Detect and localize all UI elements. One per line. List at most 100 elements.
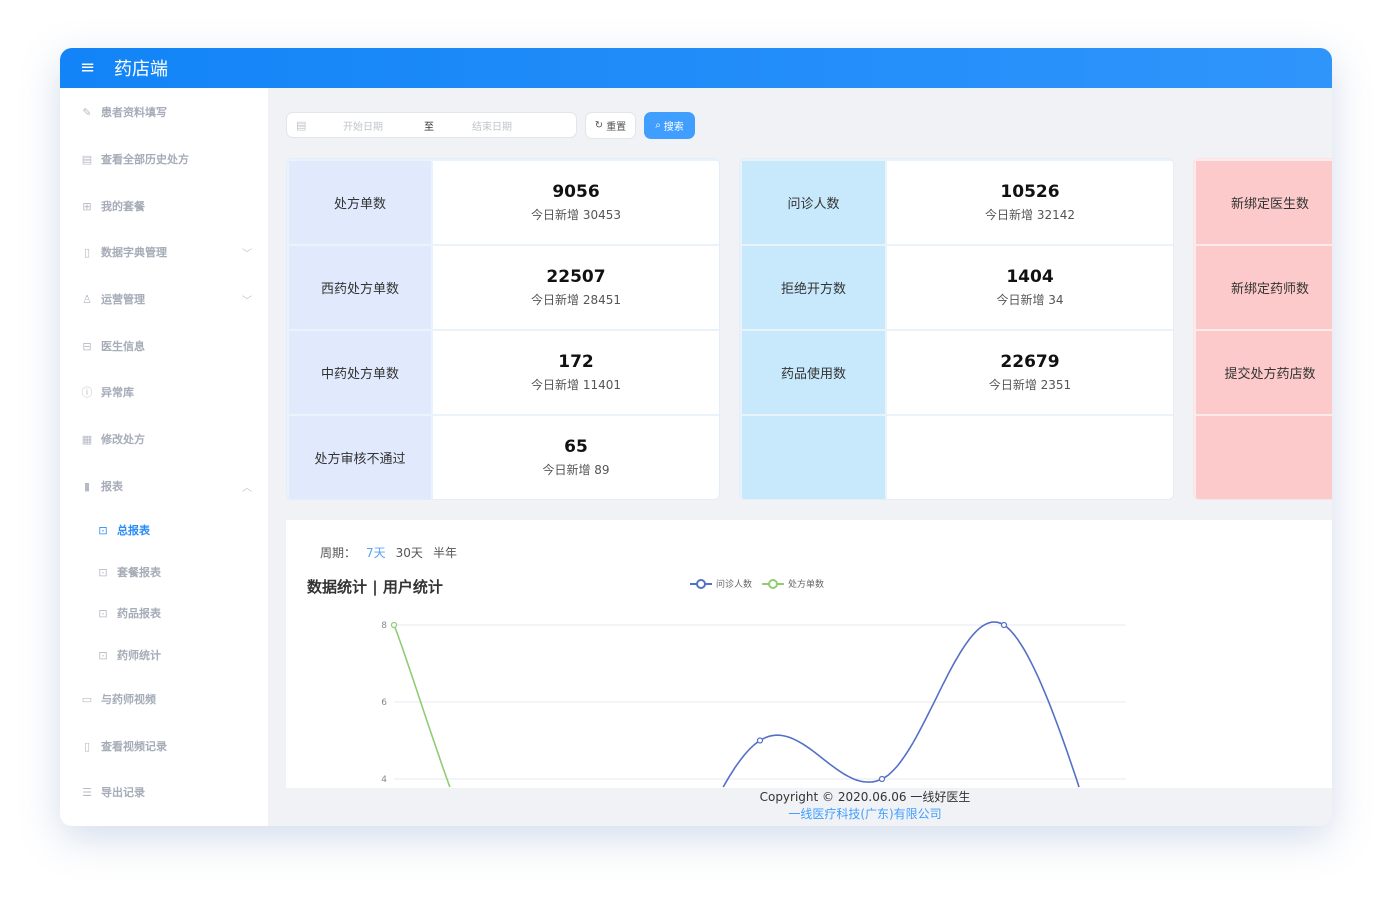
stat-value-cell: 10526 今日新增 32142 <box>887 161 1173 244</box>
sidebar-item[interactable]: ⊡ 套餐报表 <box>96 562 268 582</box>
period-label: 周期： <box>320 546 357 560</box>
app-window: ≡ 药店端 ✎ 患者资料填写 ▤ 查看全部历史处方 ⊞ 我的套餐 ▯ 数据字典管理 ﹀ ♙ 运营管理… <box>60 48 1332 826</box>
sidebar-item[interactable]: ▭ 与药师视频 <box>80 689 252 709</box>
stat-label: 处方单数 <box>289 161 431 244</box>
company-link[interactable]: 一线医疗科技(广东)有限公司 <box>788 807 942 821</box>
period-half-year[interactable]: 半年 <box>432 546 457 560</box>
search-icon: ⌕ <box>655 120 661 131</box>
stat-value: 22507 <box>546 267 606 287</box>
sidebar-item-label: 数据字典管理 <box>101 246 167 259</box>
footer: Copyright © 2020.06.06 一线好医生 一线医疗科技(广东)有… <box>268 790 1332 822</box>
date-range-picker[interactable]: ▤ 开始日期 至 结束日期 <box>286 112 577 138</box>
stat-value-cell: 65 今日新增 89 <box>433 416 719 499</box>
stat-value-cell: 1404 今日新增 34 <box>887 246 1173 329</box>
period-30d[interactable]: 30天 <box>395 546 423 560</box>
sidebar-item[interactable]: ▦ 修改处方 <box>80 429 252 449</box>
stat-value: 172 <box>558 352 594 372</box>
stats-group-bindings: 新绑定医生数 新绑定药师数 提交处方药店数 <box>1193 158 1332 500</box>
sidebar-item-label: 查看视频记录 <box>101 740 167 753</box>
sidebar-item-label: 运营管理 <box>101 293 145 306</box>
sidebar-item-label: 查看全部历史处方 <box>101 153 189 166</box>
sidebar-item[interactable]: ⓘ 异常库 <box>80 382 252 402</box>
stat-label: 药品使用数 <box>742 331 885 414</box>
sidebar-item-label: 药师统计 <box>117 649 161 662</box>
legend-marker-icon <box>762 578 785 589</box>
book-icon: ▯ <box>83 739 91 753</box>
stats-group-consultations: 问诊人数 10526 今日新增 32142 拒绝开方数 1404 今日新增 34 药品使用数… <box>739 158 1174 500</box>
series-line <box>722 621 1080 788</box>
refresh-icon: ↻ <box>594 120 604 131</box>
reset-label: 重置 <box>606 122 627 133</box>
calendar-icon: ▤ <box>296 118 307 132</box>
stat-today: 今日新增 34 <box>996 293 1064 307</box>
period-selector: 周期： 7天 30天 半年 <box>320 544 457 561</box>
sidebar-item-label: 我的套餐 <box>101 200 145 213</box>
sidebar-item[interactable]: ▯ 查看视频记录 <box>80 736 252 756</box>
data-point <box>1000 621 1008 629</box>
sidebar-item[interactable]: ⊡ 药品报表 <box>96 603 268 623</box>
bar-chart-icon: ▮ <box>83 479 91 493</box>
presentation-icon: ⊡ <box>98 523 108 537</box>
sidebar: ✎ 患者资料填写 ▤ 查看全部历史处方 ⊞ 我的套餐 ▯ 数据字典管理 ﹀ ♙ 运营管理 ﹀ ⊟ 医生信息… <box>60 88 268 826</box>
stat-today: 今日新增 11401 <box>531 378 621 392</box>
reset-button[interactable]: ↻ 重置 <box>585 112 636 139</box>
sidebar-item[interactable]: ▤ 查看全部历史处方 <box>80 149 252 169</box>
stat-value-cell: 22507 今日新增 28451 <box>433 246 719 329</box>
search-label: 搜索 <box>663 122 684 133</box>
sidebar-item-label: 与药师视频 <box>101 693 156 706</box>
line-chart: 4 6 8 <box>381 621 1126 788</box>
data-point <box>756 737 764 744</box>
legend-marker-icon <box>690 578 712 589</box>
period-7d[interactable]: 7天 <box>366 546 386 560</box>
presentation-icon: ⊡ <box>98 648 108 662</box>
hamburger-icon[interactable]: ≡ <box>80 57 96 78</box>
sidebar-item-label: 患者资料填写 <box>101 106 167 119</box>
sidebar-item-label: 医生信息 <box>101 340 145 353</box>
stat-value-cell: 22679 今日新增 2351 <box>887 331 1173 414</box>
stat-today: 今日新增 32142 <box>985 208 1075 222</box>
stat-label: 新绑定医生数 <box>1196 161 1332 244</box>
legend-item[interactable]: 处方单数 <box>762 577 824 590</box>
legend-label: 问诊人数 <box>716 580 753 590</box>
sidebar-item[interactable]: ⊞ 我的套餐 <box>80 196 252 216</box>
y-tick-label: 6 <box>381 698 387 708</box>
sidebar-item-label: 异常库 <box>101 386 134 399</box>
main-content: ▤ 开始日期 至 结束日期 ↻ 重置 ⌕ 搜索 处方单数 9056 今日新增 30453… <box>268 88 1332 826</box>
sidebar-item-label: 总报表 <box>117 524 150 537</box>
chevron-up-icon: ︿ <box>242 482 252 494</box>
presentation-icon: ⊡ <box>98 606 108 620</box>
end-date-input[interactable]: 结束日期 <box>472 121 512 133</box>
stat-today: 今日新增 2351 <box>988 378 1072 392</box>
series-line <box>393 624 451 788</box>
stat-value: 10526 <box>1000 182 1060 202</box>
stat-label <box>742 416 885 499</box>
top-header: ≡ 药店端 <box>60 48 1332 88</box>
sidebar-item[interactable]: ✎ 患者资料填写 <box>80 102 252 122</box>
stat-value-cell: 9056 今日新增 30453 <box>433 161 719 244</box>
sidebar-item[interactable]: ☰ 导出记录 <box>80 782 252 802</box>
y-tick-label: 4 <box>381 775 387 785</box>
stat-value: 65 <box>564 437 588 457</box>
stat-today: 今日新增 89 <box>542 463 610 477</box>
stat-today: 今日新增 28451 <box>531 293 621 307</box>
calendar-icon: ▤ <box>81 152 93 166</box>
book-icon: ▯ <box>83 245 91 259</box>
chart-title: 数据统计 | 用户统计 <box>307 578 443 596</box>
sidebar-item[interactable]: ⊟ 医生信息 <box>80 336 252 356</box>
legend-item[interactable]: 问诊人数 <box>690 577 752 590</box>
start-date-input[interactable]: 开始日期 <box>343 121 383 133</box>
sidebar-item[interactable]: ♙ 运营管理 ﹀ <box>80 289 252 309</box>
sidebar-item[interactable]: ▮ 报表 ︿ <box>80 476 252 496</box>
stat-value-cell: 172 今日新增 11401 <box>433 331 719 414</box>
search-button[interactable]: ⌕ 搜索 <box>644 112 695 139</box>
data-point <box>390 621 398 629</box>
date-separator: 至 <box>424 121 434 133</box>
stat-value: 22679 <box>1000 352 1060 372</box>
chart-legend: 问诊人数 处方单数 <box>690 577 824 590</box>
stats-group-prescriptions: 处方单数 9056 今日新增 30453 西药处方单数 22507 今日新增 28451 中… <box>286 158 720 500</box>
sidebar-item[interactable]: ⊡ 药师统计 <box>96 645 268 665</box>
sidebar-item[interactable]: ▯ 数据字典管理 ﹀ <box>80 242 252 262</box>
sidebar-item[interactable]: ⊡ 总报表 <box>96 520 268 540</box>
stat-label: 中药处方单数 <box>289 331 431 414</box>
stat-value: 9056 <box>552 182 600 202</box>
